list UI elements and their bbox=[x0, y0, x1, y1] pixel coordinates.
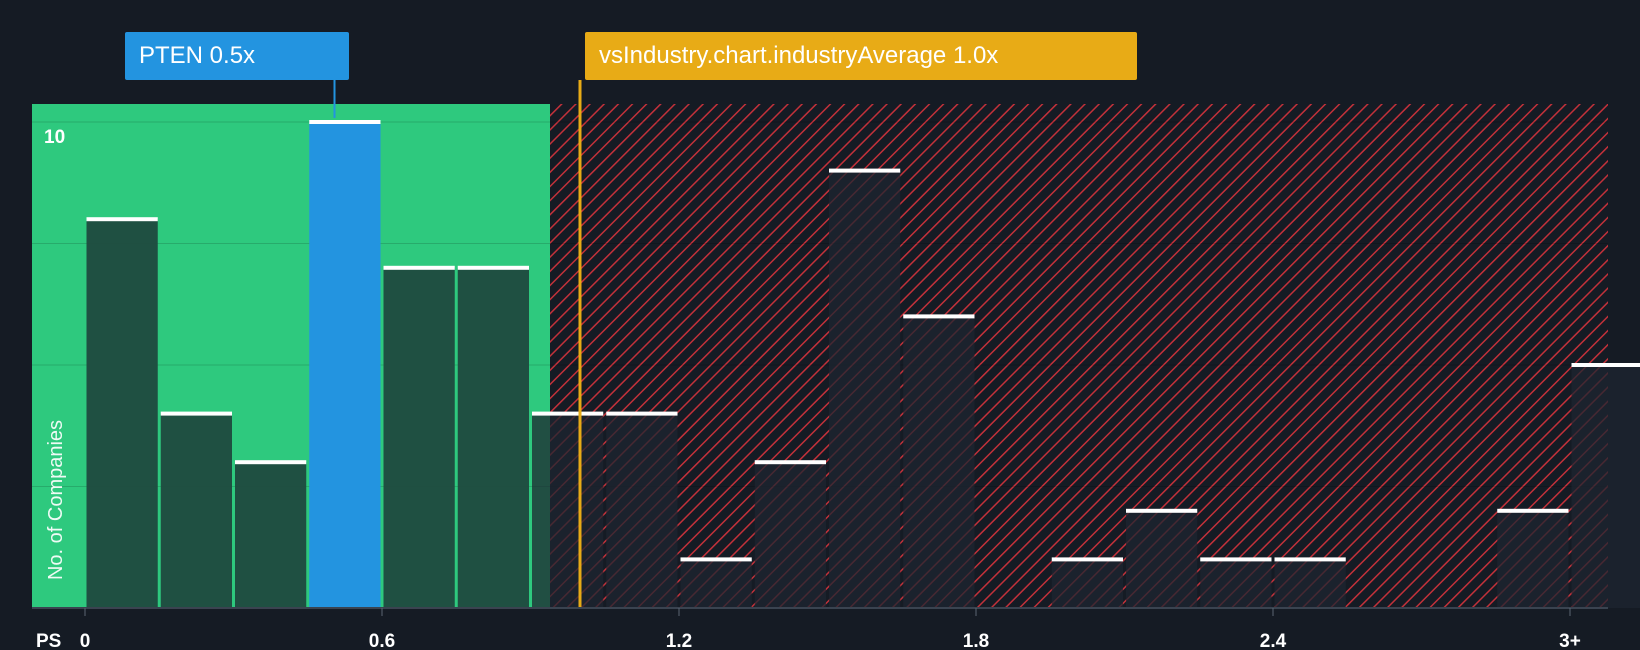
histogram-bar bbox=[1274, 559, 1346, 608]
histogram-bar-cap bbox=[1051, 557, 1123, 562]
x-tick-label: 2.4 bbox=[1260, 631, 1287, 650]
histogram-bar bbox=[532, 413, 604, 608]
histogram-bar bbox=[1126, 510, 1198, 608]
x-axis-title: PS bbox=[36, 631, 61, 650]
x-tick-label: 0 bbox=[80, 631, 91, 650]
histogram-bar-cap bbox=[829, 168, 901, 173]
industry-average-callout: vsIndustry.chart.industryAverage 1.0x bbox=[585, 32, 1137, 80]
histogram-bar bbox=[680, 559, 752, 608]
overvalued-zone bbox=[550, 104, 1608, 608]
histogram-bar-cap bbox=[383, 265, 455, 270]
histogram-bar bbox=[383, 267, 455, 608]
histogram-bar bbox=[309, 122, 381, 608]
histogram-bar bbox=[235, 462, 307, 608]
histogram-bar bbox=[1497, 510, 1569, 608]
histogram-bar-cap bbox=[1274, 557, 1346, 562]
histogram-bar bbox=[903, 316, 975, 608]
histogram-bar-cap bbox=[532, 411, 604, 416]
y-axis-title: No. of Companies bbox=[45, 420, 67, 580]
histogram-bar bbox=[1051, 559, 1123, 608]
histogram-bar bbox=[86, 219, 158, 608]
histogram-bar-cap bbox=[309, 120, 381, 124]
y-tick-label: 10 bbox=[44, 127, 65, 148]
histogram-bar bbox=[457, 267, 529, 608]
histogram-bar bbox=[754, 462, 826, 608]
x-tick-label: 3+ bbox=[1559, 631, 1581, 650]
histogram-bar-cap bbox=[235, 460, 307, 465]
x-tick-label: 0.6 bbox=[369, 631, 395, 650]
histogram-bar-cap bbox=[1126, 508, 1198, 513]
x-tick-label: 1.8 bbox=[963, 631, 989, 650]
company-ps-callout: PTEN 0.5x bbox=[125, 32, 349, 80]
histogram-bar-cap bbox=[1571, 363, 1640, 367]
histogram-bar-cap bbox=[160, 411, 232, 416]
histogram-bar-cap bbox=[680, 557, 752, 562]
histogram-bar-cap bbox=[754, 460, 826, 465]
histogram-bar bbox=[829, 170, 901, 608]
histogram-bar-cap bbox=[86, 217, 158, 222]
histogram-bar bbox=[606, 413, 678, 608]
histogram-bar bbox=[1200, 559, 1272, 608]
histogram-bar-cap bbox=[606, 411, 678, 416]
x-tick-label: 1.2 bbox=[666, 631, 692, 650]
histogram-bar bbox=[160, 413, 232, 608]
histogram-bar-cap bbox=[1497, 508, 1569, 513]
histogram-bar-cap bbox=[1200, 557, 1272, 562]
industry-average-label: vsIndustry.chart.industryAverage 1.0x bbox=[599, 42, 999, 69]
histogram-bar bbox=[1571, 365, 1640, 608]
histogram-bar-cap bbox=[457, 265, 529, 270]
histogram-bar-cap bbox=[903, 314, 975, 319]
company-ps-label: PTEN 0.5x bbox=[139, 42, 256, 69]
